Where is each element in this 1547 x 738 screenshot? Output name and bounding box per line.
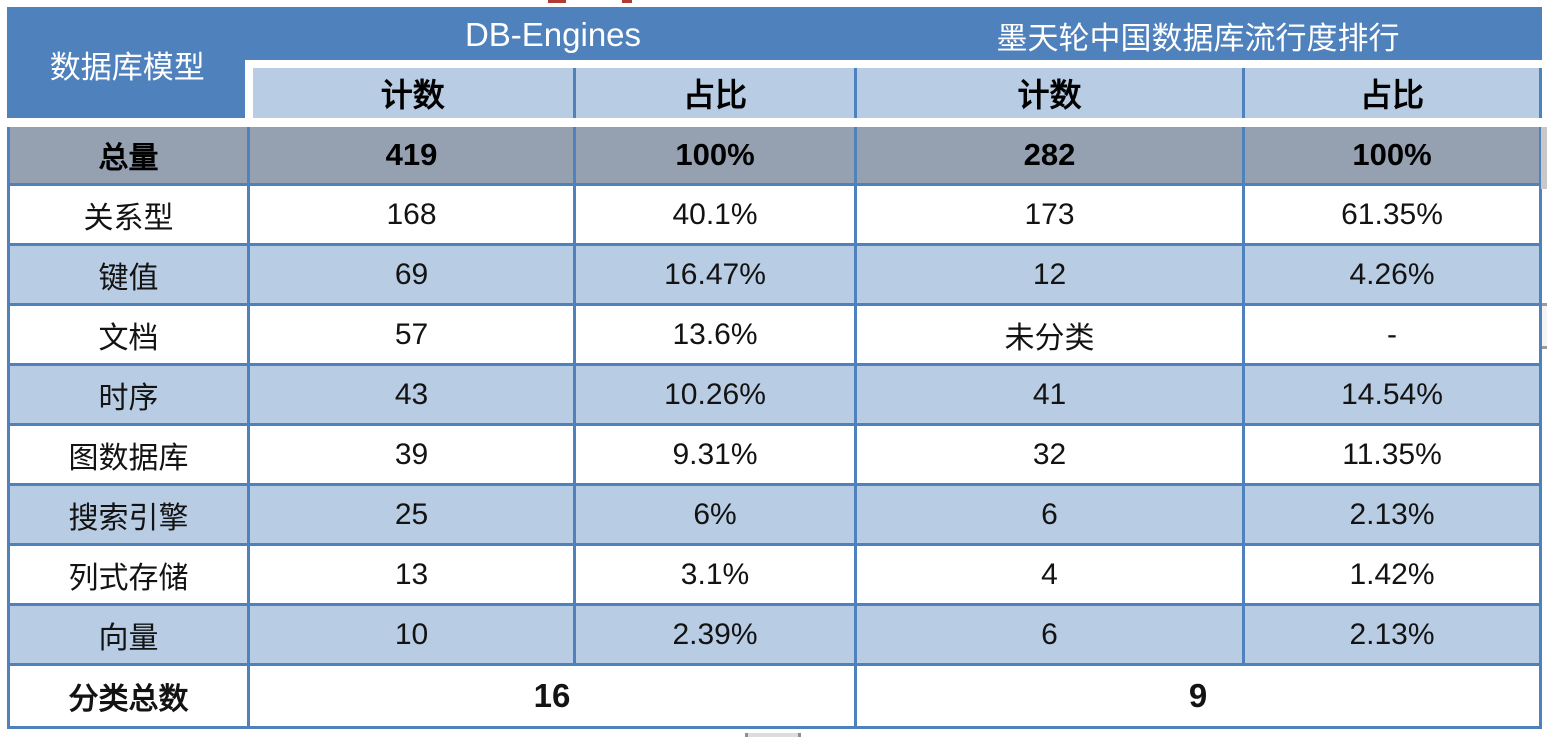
cell-de-count: 69: [247, 243, 576, 306]
table-row: 时序 43 10.26% 41 14.54%: [7, 363, 1542, 426]
subheader-mo-count: 计数: [854, 60, 1245, 127]
corner-header-cell: 数据库模型: [7, 7, 252, 127]
table-row: 图数据库 39 9.31% 32 11.35%: [7, 423, 1542, 486]
cell-mo-count: 32: [854, 423, 1245, 486]
row-label: 搜索引擎: [7, 483, 250, 546]
cell-mo-count: 282: [854, 118, 1245, 186]
cell-mo-count: 未分类: [854, 303, 1245, 366]
cell-mo-share: -: [1242, 303, 1542, 366]
cell-de-share: 6%: [573, 483, 857, 546]
cell-de-share: 13.6%: [573, 303, 857, 366]
cell-mo-share: 14.54%: [1242, 363, 1542, 426]
row-label: 时序: [7, 363, 250, 426]
row-label: 关系型: [7, 183, 250, 246]
cell-mo-share: 61.35%: [1242, 183, 1542, 246]
table-row: 列式存储 13 3.1% 4 1.42%: [7, 543, 1542, 606]
row-label: 总量: [7, 118, 250, 186]
cell-mo-category-total: 9: [854, 663, 1542, 729]
cell-mo-share: 1.42%: [1242, 543, 1542, 606]
cell-de-count: 10: [247, 603, 576, 666]
subheader-de-count: 计数: [244, 60, 576, 127]
cell-mo-share: 4.26%: [1242, 243, 1542, 306]
table-row: 关系型 168 40.1% 173 61.35%: [7, 183, 1542, 246]
row-label: 键值: [7, 243, 250, 306]
cell-de-share: 3.1%: [573, 543, 857, 606]
cell-de-share: 16.47%: [573, 243, 857, 306]
cell-mo-count: 6: [854, 483, 1245, 546]
table-row: 向量 10 2.39% 6 2.13%: [7, 603, 1542, 666]
cell-de-count: 168: [247, 183, 576, 246]
cell-de-count: 39: [247, 423, 576, 486]
cell-de-share: 40.1%: [573, 183, 857, 246]
cell-mo-count: 173: [854, 183, 1245, 246]
cell-de-count: 419: [247, 118, 576, 186]
vertical-scrollbar-fragment[interactable]: [1542, 303, 1547, 349]
subheader-de-share: 占比: [573, 60, 857, 127]
cell-de-share: 10.26%: [573, 363, 857, 426]
table-row: 搜索引擎 25 6% 6 2.13%: [7, 483, 1542, 546]
cell-de-count: 25: [247, 483, 576, 546]
cell-de-category-total: 16: [247, 663, 857, 729]
cell-mo-count: 4: [854, 543, 1245, 606]
cell-mo-share: 2.13%: [1242, 483, 1542, 546]
cropped-red-text-artifact: [622, 0, 632, 3]
cell-mo-share: 2.13%: [1242, 603, 1542, 666]
horizontal-scrollbar-fragment[interactable]: [745, 733, 801, 737]
cell-mo-count: 12: [854, 243, 1245, 306]
right-edge-gray-artifact: [1541, 127, 1547, 189]
group-header-db-engines: DB-Engines: [245, 7, 857, 68]
cell-de-share: 100%: [573, 118, 857, 186]
group-header-row: 数据库模型 DB-Engines 墨天轮中国数据库流行度排行: [7, 7, 1542, 127]
cell-de-count: 13: [247, 543, 576, 606]
row-label: 向量: [7, 603, 250, 666]
cell-mo-share: 11.35%: [1242, 423, 1542, 486]
cell-mo-share: 100%: [1242, 118, 1542, 186]
sub-header-row: 计数 占比 计数 占比: [9, 60, 1542, 127]
total-row: 总量 419 100% 282 100%: [7, 118, 1542, 186]
table-row: 文档 57 13.6% 未分类 -: [7, 303, 1542, 366]
row-label: 列式存储: [7, 543, 250, 606]
database-model-comparison-table: 数据库模型 DB-Engines 墨天轮中国数据库流行度排行 计数 占比 计数 …: [7, 7, 1542, 729]
group-header-motianlun: 墨天轮中国数据库流行度排行: [854, 7, 1542, 68]
footer-row: 分类总数 16 9: [7, 663, 1542, 729]
row-label: 文档: [7, 303, 250, 366]
cell-de-share: 9.31%: [573, 423, 857, 486]
subheader-mo-share: 占比: [1242, 60, 1542, 127]
cell-de-count: 57: [247, 303, 576, 366]
row-label: 分类总数: [7, 663, 250, 729]
cell-mo-count: 6: [854, 603, 1245, 666]
cell-mo-count: 41: [854, 363, 1245, 426]
cell-de-share: 2.39%: [573, 603, 857, 666]
table-row: 键值 69 16.47% 12 4.26%: [7, 243, 1542, 306]
cropped-red-text-artifact: [548, 0, 566, 3]
row-label: 图数据库: [7, 423, 250, 486]
cell-de-count: 43: [247, 363, 576, 426]
